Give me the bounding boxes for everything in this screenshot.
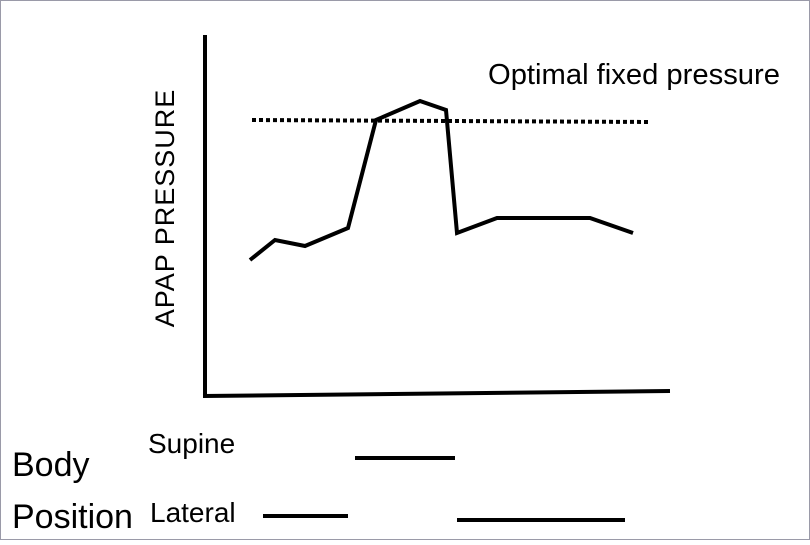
optimal-pressure-line	[251, 118, 651, 124]
x-axis	[202, 389, 671, 398]
row-label: Lateral	[150, 497, 236, 528]
row-title: Body	[12, 446, 90, 484]
row-title: Position	[12, 498, 133, 536]
pressure-curve	[248, 98, 634, 262]
y-axis-label: APAP PRESSURE	[150, 89, 180, 328]
annotation: Optimal fixed pressure	[488, 59, 780, 91]
row-label: Supine	[148, 428, 235, 459]
